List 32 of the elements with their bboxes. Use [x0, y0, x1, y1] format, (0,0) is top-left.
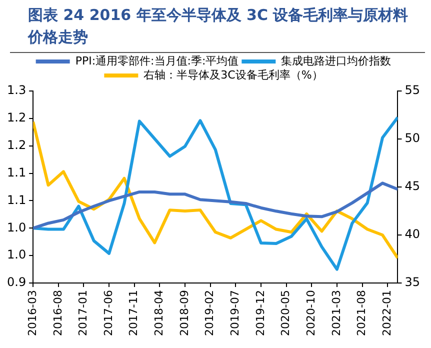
x-tick-label: 2016-08: [51, 290, 64, 336]
y2-tick-label: 50: [404, 131, 420, 146]
y-tick-label: 1.1: [6, 192, 26, 207]
x-tick-label: 2017-06: [102, 290, 115, 336]
y-tick-label: 1.0: [6, 220, 26, 234]
y-tick-label: 1.1: [6, 165, 26, 180]
y2-tick-label: 45: [404, 179, 420, 194]
legend-label: 右轴：半导体及3C设备毛利率（%）: [144, 68, 323, 82]
x-tick-label: 2021-03: [330, 290, 343, 336]
y2-tick-label: 55: [404, 83, 420, 98]
x-tick-label: 2022-01: [380, 290, 394, 336]
x-tick-label: 2017-11: [127, 290, 140, 336]
x-tick-label: 2016-03: [26, 290, 39, 336]
x-tick-label: 2018-09: [178, 290, 191, 336]
legend-label: 集成电路进口均价指数: [281, 54, 392, 68]
legend-label: PPI:通用零部件:当月值:季:平均值: [75, 54, 239, 68]
y-tick-label: 1.3: [6, 83, 26, 98]
y-tick-label: 1.0: [6, 248, 26, 262]
chart-title: 图表 24 2016 年至今半导体及 3C 设备毛利率与原材料价格走势: [10, 0, 425, 53]
y2-tick-label: 40: [404, 227, 420, 242]
y-tick-label: 0.9: [6, 275, 26, 290]
y-tick-label: 1.2: [6, 138, 26, 152]
x-tick-label: 2019-02: [203, 290, 216, 336]
x-tick-label: 2019-07: [228, 290, 242, 336]
x-tick-label: 2018-04: [152, 290, 166, 336]
x-tick-label: 2021-08: [355, 290, 368, 336]
x-tick-label: 2017-01: [76, 290, 90, 336]
y-tick-label: 1.2: [6, 110, 26, 125]
x-tick-label: 2020-10: [304, 290, 318, 336]
x-tick-label: 2019-12: [254, 290, 267, 336]
y2-tick-label: 35: [404, 275, 420, 290]
x-tick-label: 2020-05: [279, 290, 292, 336]
